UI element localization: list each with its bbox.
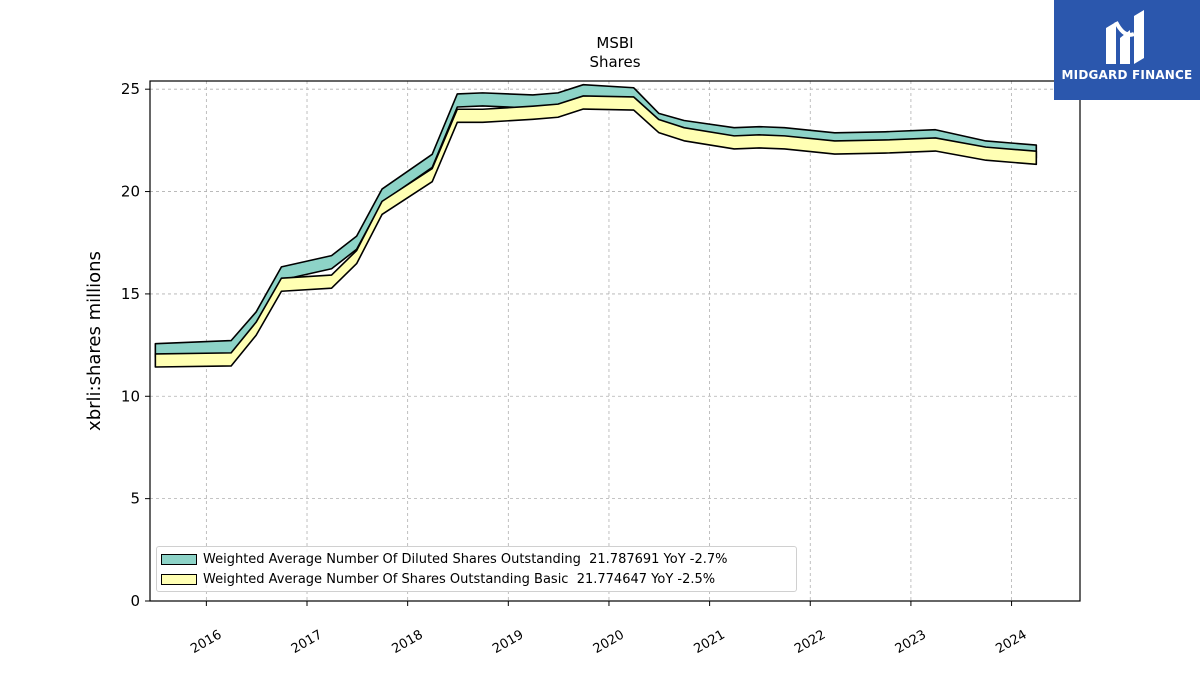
x-tick-label: 2022	[792, 627, 828, 657]
legend-swatch-diluted	[161, 553, 197, 565]
grid	[150, 81, 1080, 601]
y-tick-label: 25	[121, 80, 140, 98]
x-tick-label: 2019	[490, 627, 526, 657]
logo-text: MIDGARD FINANCE	[1061, 68, 1193, 82]
x-tick-label: 2018	[390, 627, 426, 657]
legend-label-diluted: Weighted Average Number Of Diluted Share…	[203, 551, 728, 567]
legend-label-basic: Weighted Average Number Of Shares Outsta…	[203, 571, 716, 587]
y-tick-label: 15	[121, 285, 140, 303]
x-tick-label: 2021	[691, 627, 727, 657]
y-tick-label: 5	[130, 490, 140, 508]
series-layer	[154, 83, 1038, 368]
legend-item-diluted: Weighted Average Number Of Diluted Share…	[161, 550, 728, 568]
series-diluted-band	[154, 83, 1038, 358]
plot-frame	[149, 80, 1081, 602]
series-basic-band	[154, 95, 1038, 368]
y-tick-label: 10	[121, 387, 140, 405]
y-tick-label: 0	[130, 592, 140, 610]
y-tick-label: 20	[121, 183, 140, 201]
x-tick-label: 2023	[893, 627, 929, 657]
x-tick-label: 2024	[993, 627, 1029, 657]
logo-mark-icon	[1106, 10, 1144, 64]
x-tick-label: 2020	[591, 627, 627, 657]
legend-swatch-basic	[161, 573, 197, 585]
midgard-finance-logo: MIDGARD FINANCE	[1054, 0, 1200, 100]
legend: Weighted Average Number Of Diluted Share…	[156, 546, 797, 592]
y-axis-label: xbrli:shares millions	[84, 251, 105, 431]
legend-item-basic: Weighted Average Number Of Shares Outsta…	[161, 570, 715, 588]
x-tick-label: 2017	[289, 627, 325, 657]
x-tick-label: 2016	[188, 627, 224, 657]
chart-subtitle: Shares	[589, 53, 640, 71]
chart-title: MSBI	[596, 34, 633, 52]
